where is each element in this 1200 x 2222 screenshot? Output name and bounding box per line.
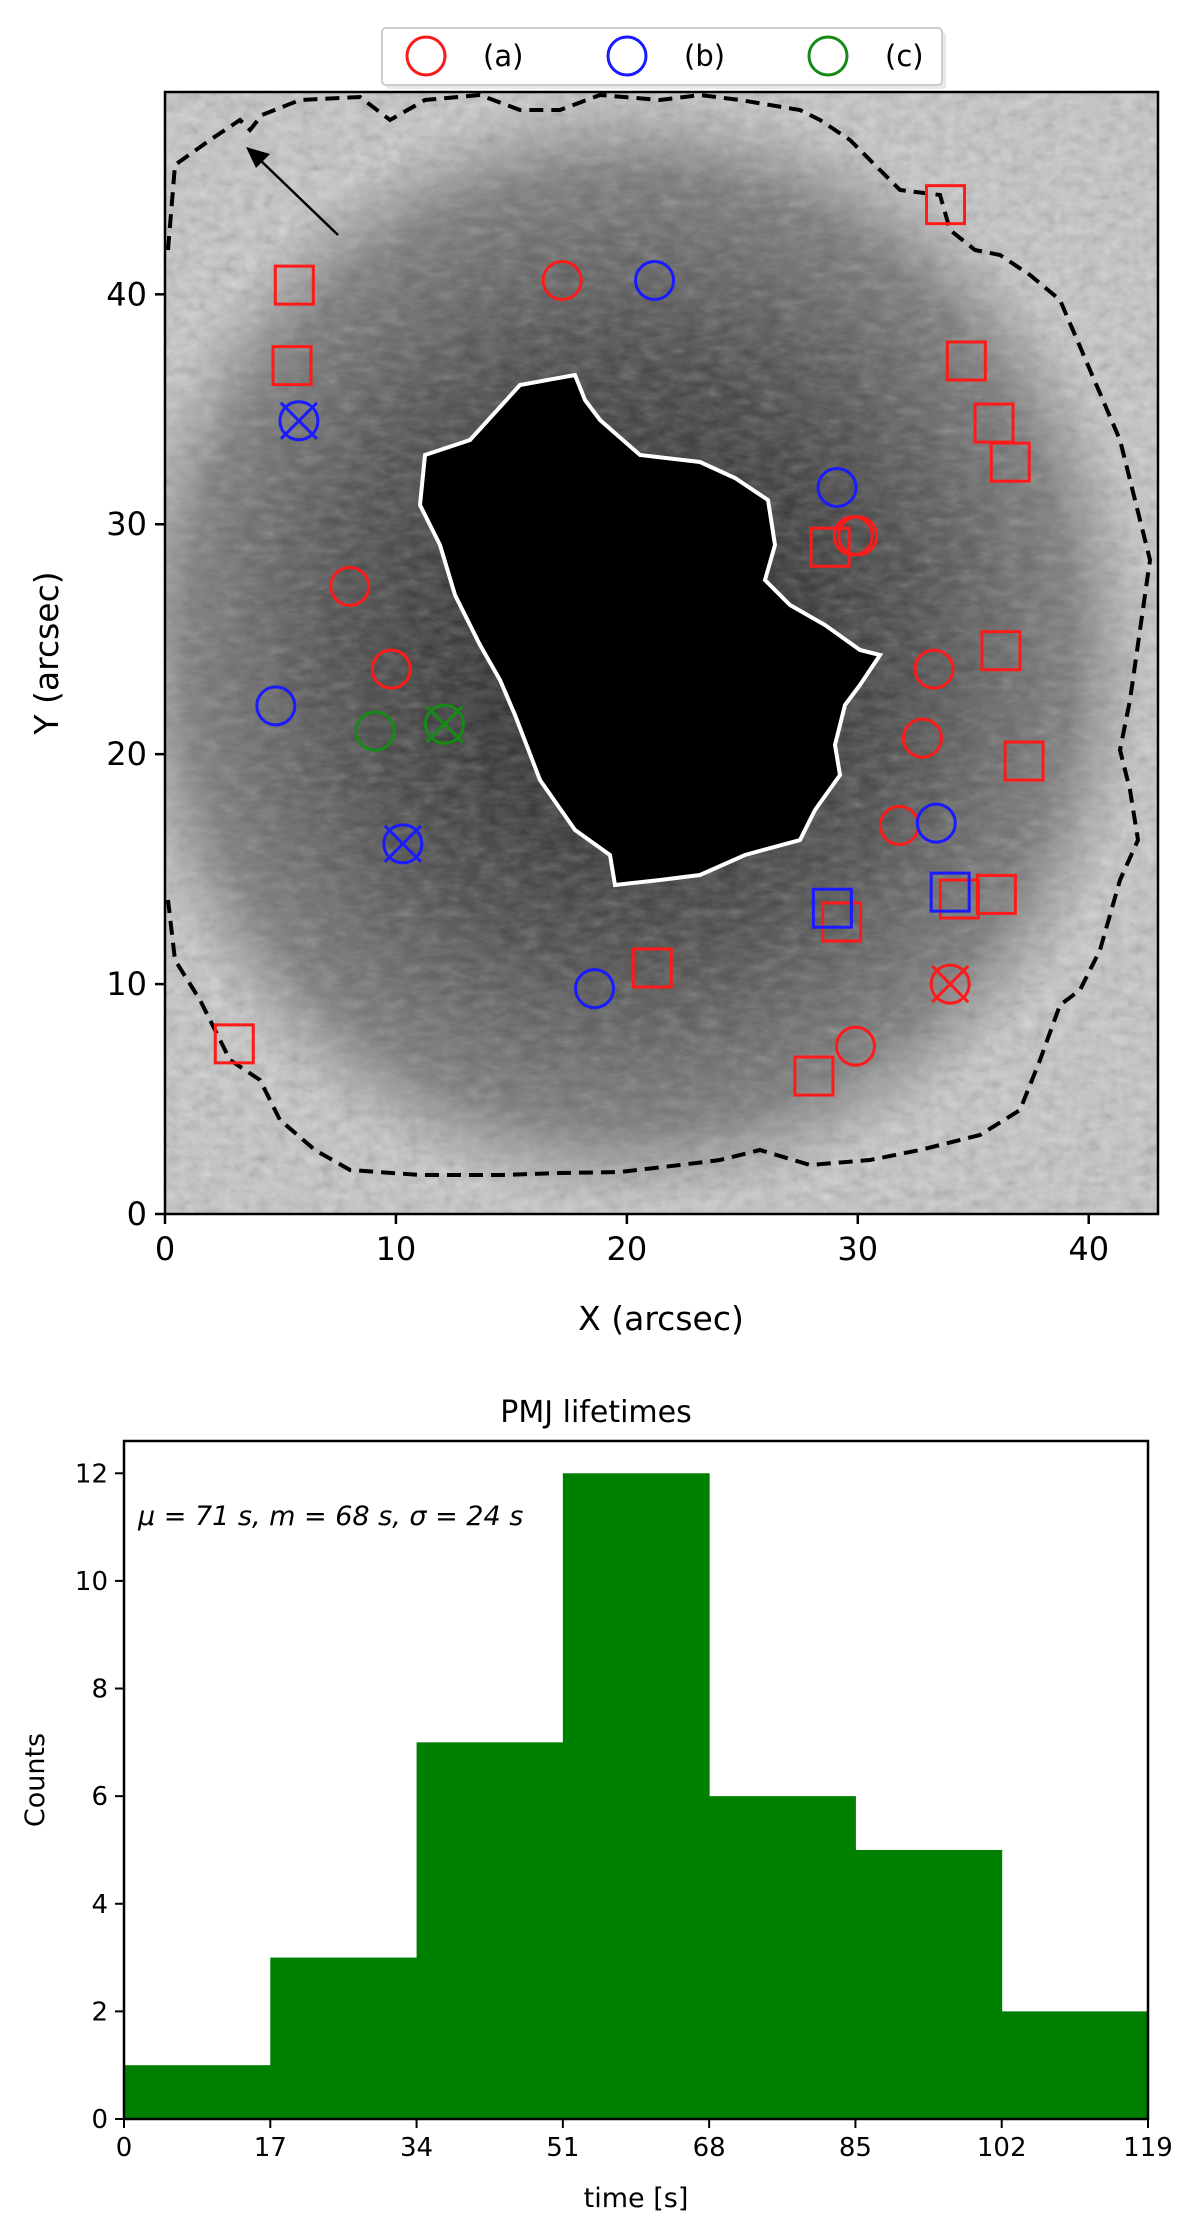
hist-y-tick-label: 8 [91, 1675, 108, 1705]
histogram-frame [122, 1439, 1150, 2121]
y-tick-label: 0 [127, 1195, 147, 1233]
square-marker-a [271, 345, 313, 387]
square-marker-a [945, 340, 987, 382]
legend-box [381, 27, 943, 86]
circle-marker-a [837, 515, 879, 557]
histogram-bar [562, 1473, 710, 2119]
hist-y-tick-label: 6 [91, 1782, 108, 1812]
crossed-marker-c [423, 703, 465, 745]
y-tick-label: 20 [106, 735, 147, 773]
direction-arrow-head [246, 147, 270, 168]
x-tick-label: 10 [376, 1230, 417, 1268]
square-marker-a [1003, 740, 1045, 782]
umbra [420, 375, 880, 885]
hist-y-tick-label: 4 [91, 1890, 108, 1920]
square-marker-a [989, 441, 1031, 483]
crossed-marker-a [929, 963, 971, 1005]
x-tick-label: 30 [837, 1230, 878, 1268]
x-tick-label: 40 [1068, 1230, 1109, 1268]
legend-marker-a [405, 35, 447, 77]
y-tick-label: 40 [106, 275, 147, 313]
hist-x-tick-label: 68 [693, 2133, 726, 2163]
circle-marker-b [816, 466, 858, 508]
hist-y-tick-label: 0 [91, 2105, 108, 2135]
penumbra-boundary-contour [166, 92, 1153, 1177]
histogram-annotation: μ = 71 s, m = 68 s, σ = 24 s [137, 1501, 523, 1532]
x-tick-label: 0 [155, 1230, 175, 1268]
histogram-bar [416, 1742, 564, 2119]
square-marker-b [811, 887, 853, 929]
square-marker-a [631, 947, 673, 989]
histogram-bar [1001, 2011, 1149, 2119]
hist-x-tick-label: 51 [546, 2133, 579, 2163]
square-marker-a [273, 264, 315, 306]
legend: (a) (b) (c) [381, 27, 946, 89]
x-axis-label: X (arcsec) [578, 1299, 744, 1338]
circle-marker-a [329, 565, 371, 607]
legend-marker-c [807, 35, 849, 77]
circle-marker-b [915, 802, 957, 844]
y-axis-label: Y (arcsec) [27, 571, 66, 735]
circle-marker-b [634, 260, 676, 302]
histogram-bar [270, 1957, 418, 2119]
hist-x-tick-label: 17 [254, 2133, 287, 2163]
histogram-bar [124, 2065, 271, 2119]
circle-marker-a [913, 648, 955, 690]
y-tick-label: 30 [106, 505, 147, 543]
hist-x-tick-label: 0 [116, 2133, 133, 2163]
hist-y-tick-label: 12 [75, 1459, 108, 1489]
legend-marker-b [606, 35, 648, 77]
legend-label-a: (a) [483, 39, 523, 73]
circle-marker-a [370, 648, 412, 690]
legend-label-c: (c) [885, 39, 924, 73]
square-marker-a [793, 1055, 835, 1097]
square-marker-a [938, 878, 980, 920]
histogram-title: PMJ lifetimes [500, 1395, 691, 1430]
x-tick-label: 20 [607, 1230, 648, 1268]
circle-marker-b [574, 968, 616, 1010]
histogram-x-label: time [s] [584, 2183, 689, 2214]
umbra-boundary-contour [417, 372, 884, 888]
circle-marker-c [354, 710, 396, 752]
hist-x-tick-label: 102 [977, 2133, 1027, 2163]
circle-marker-a [541, 260, 583, 302]
image-axes: 0 10 20 30 40 0 10 20 30 40 [106, 275, 1109, 1268]
hist-x-tick-label: 85 [839, 2133, 872, 2163]
histogram-bar [855, 1849, 1003, 2119]
crossed-marker-b [382, 823, 424, 865]
hist-x-tick-label: 34 [400, 2133, 433, 2163]
histogram-y-label: Counts [20, 1733, 51, 1827]
direction-arrow-line [257, 157, 339, 236]
square-marker-a [925, 184, 967, 226]
hist-x-tick-label: 119 [1123, 2133, 1173, 2163]
circle-marker-a [901, 717, 943, 759]
square-marker-b [929, 871, 971, 913]
square-marker-a [821, 901, 863, 943]
hist-y-tick-label: 10 [75, 1567, 108, 1597]
circle-marker-a [834, 1025, 876, 1067]
crossed-marker-b [278, 400, 320, 442]
hist-y-tick-label: 2 [91, 1997, 108, 2027]
circle-marker-b [255, 685, 297, 727]
histogram-bar [709, 1796, 856, 2119]
y-tick-label: 10 [106, 965, 147, 1003]
square-marker-a [980, 630, 1022, 672]
histogram-bars [124, 1473, 1149, 2119]
square-marker-a [809, 526, 851, 568]
event-markers [213, 184, 1045, 1097]
image-frame [163, 90, 1160, 1216]
sunspot-image-panel [165, 92, 1158, 1214]
square-marker-a [213, 1023, 255, 1065]
legend-label-b: (b) [684, 39, 725, 73]
